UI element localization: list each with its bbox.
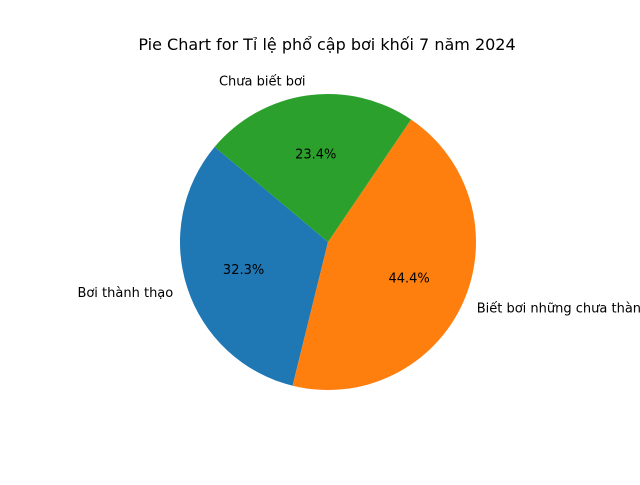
slice-percent-chua-biet-boi: 23.4% [295, 148, 336, 163]
pie-slice-chua-biet-boi [214, 93, 412, 242]
pie-labels: Bơi thành thạo 32.3% Biết bơi những chưa t… [77, 74, 640, 316]
chart-title: Pie Chart for Tỉ lệ phổ cập bơi khối 7 n… [138, 35, 515, 54]
pie-slice-biet-boi-nhung-chua-thanh-thao [292, 119, 476, 390]
slice-label-boi-thanh-thao: Bơi thành thạo [77, 286, 173, 301]
slice-label-biet-boi-nhung-chua-thanh-thao: Biết bơi những chưa thành thạo [477, 302, 640, 317]
pie-slice-boi-thanh-thao [180, 146, 328, 386]
slice-label-chua-biet-boi: Chưa biết bơi [219, 74, 306, 89]
slice-percent-biet-boi-nhung-chua-thanh-thao: 44.4% [388, 272, 429, 287]
slice-percent-boi-thanh-thao: 32.3% [223, 263, 264, 278]
pie-slices [180, 93, 476, 390]
